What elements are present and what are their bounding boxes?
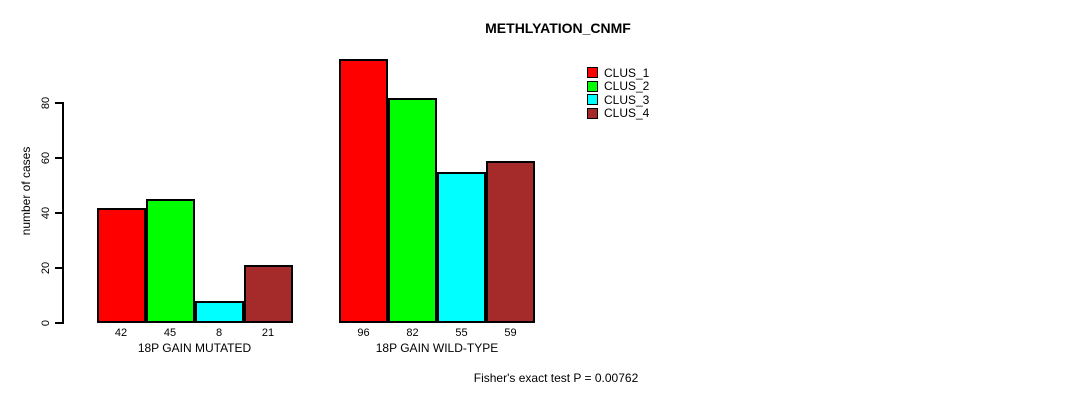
bar-clus_3-group1 (194, 301, 244, 323)
bar-clus_1-group2 (339, 59, 388, 323)
group-label-1: 18P GAIN MUTATED (137, 341, 252, 355)
y-tick-80 (55, 102, 63, 104)
y-axis-line (62, 102, 64, 324)
legend-label-clus_2: CLUS_2 (604, 79, 650, 94)
legend-item-clus_3: CLUS_3 (587, 93, 649, 107)
legend-item-clus_2: CLUS_2 (587, 79, 650, 94)
bar-value-clus_3-group1: 8 (215, 327, 223, 339)
legend-swatch-clus_3 (587, 94, 598, 106)
bar-value-clus_4-group2: 59 (504, 327, 517, 339)
legend-swatch-clus_1 (587, 67, 598, 79)
group-label-2: 18P GAIN WILD-TYPE (375, 341, 499, 355)
chart-title: METHLYATION_CNMF (485, 20, 631, 36)
legend-swatch-clus_4 (587, 107, 598, 119)
bar-clus_3-group2 (437, 171, 486, 323)
y-tick-label-60: 60 (40, 151, 52, 165)
bar-value-clus_2-group2: 82 (406, 327, 419, 339)
y-tick-label-40: 40 (40, 206, 52, 220)
bar-clus_1-group1 (96, 207, 146, 323)
bar-value-clus_4-group1: 21 (261, 327, 275, 339)
bar-value-clus_3-group2: 55 (455, 327, 468, 339)
legend-label-clus_3: CLUS_3 (604, 92, 650, 107)
y-tick-20 (55, 267, 63, 269)
bar-value-clus_1-group2: 96 (357, 327, 370, 339)
bar-value-clus_2-group1: 45 (163, 327, 177, 339)
bar-clus_4-group1 (243, 265, 293, 323)
legend-swatch-clus_2 (587, 80, 598, 92)
legend-item-clus_4: CLUS_4 (587, 106, 650, 121)
y-tick-40 (55, 212, 63, 214)
y-tick-label-20: 20 (40, 261, 52, 275)
legend-label-clus_1: CLUS_1 (604, 65, 650, 80)
legend-label-clus_4: CLUS_4 (604, 106, 650, 121)
bar-clus_4-group2 (486, 160, 535, 323)
y-tick-0 (55, 322, 63, 324)
bar-clus_2-group1 (145, 199, 195, 323)
y-tick-label-80: 80 (40, 96, 52, 110)
y-axis-label: number of cases (19, 146, 33, 236)
y-tick-label-0: 0 (40, 319, 52, 327)
legend: CLUS_1 CLUS_2 CLUS_3 CLUS_4 (587, 66, 649, 120)
fisher-test-note: Fisher's exact test P = 0.00762 (473, 371, 639, 385)
bar-clus_2-group2 (388, 97, 437, 323)
legend-item-clus_1: CLUS_1 (587, 66, 649, 80)
y-tick-60 (55, 157, 63, 159)
bar-value-clus_1-group1: 42 (114, 327, 128, 339)
